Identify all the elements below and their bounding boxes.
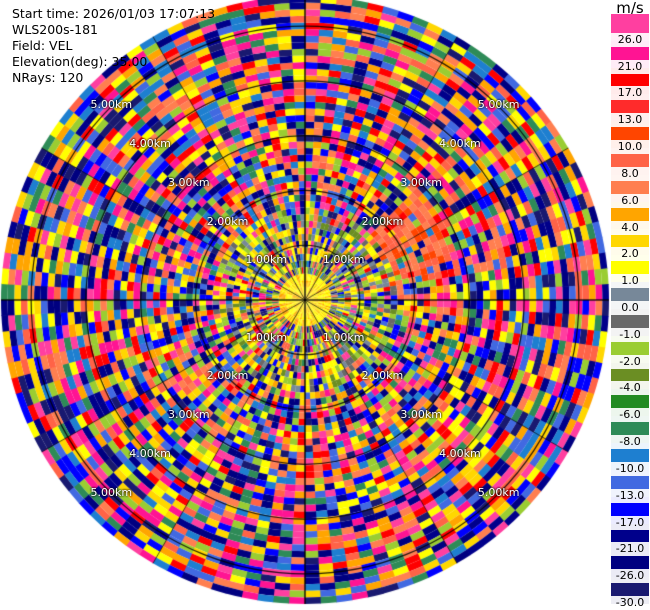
colorbar-tick-label: 26.0 xyxy=(611,32,649,47)
range-ring-label: 3.00km xyxy=(400,175,442,189)
range-ring-label: 3.00km xyxy=(168,175,210,189)
range-ring-label: 2.00km xyxy=(206,214,249,228)
range-ring-label: 1.00km xyxy=(245,253,288,267)
colorbar: 26.0 21.0 17.0 13.0 10.0 8.0 6.0 4.0 2.0 1.0 0.0 -1… xyxy=(611,14,649,610)
range-ring-label: 3.00km xyxy=(168,408,210,422)
colorbar-tick-label: -30.0 xyxy=(611,596,649,610)
start-time-label: Start time: 2026/01/03 17:07:13 xyxy=(12,6,216,21)
range-ring-label: 3.00km xyxy=(400,408,442,422)
instrument-label: WLS200s-181 xyxy=(12,22,98,37)
range-ring-label: 1.00km xyxy=(322,253,365,267)
colorbar-tick-label: -10.0 xyxy=(611,461,649,476)
colorbar-tick-label: -8.0 xyxy=(611,435,649,450)
colorbar-tick-label: 1.0 xyxy=(611,274,649,289)
range-ring-label: 5.00km xyxy=(477,98,520,112)
range-ring-label: 2.00km xyxy=(361,369,404,383)
range-ring-label: 2.00km xyxy=(361,214,404,228)
colorbar-tick-label: -21.0 xyxy=(611,542,649,557)
range-ring-label: 5.00km xyxy=(90,485,133,499)
colorbar-tick-label: 17.0 xyxy=(611,86,649,101)
range-ring-label: 1.00km xyxy=(322,330,365,344)
colorbar-tick-label: -13.0 xyxy=(611,488,649,503)
colorbar-tick-label: 13.0 xyxy=(611,113,649,128)
colorbar-tick-label: 0.0 xyxy=(611,301,649,315)
range-ring-label: 1.00km xyxy=(245,330,288,344)
range-ring-label: 5.00km xyxy=(477,485,520,499)
range-ring-label: 5.00km xyxy=(90,98,133,112)
elevation-label: Elevation(deg): 35.00 xyxy=(12,54,148,69)
colorbar-tick-label: 6.0 xyxy=(611,193,649,208)
colorbar-tick-label: -6.0 xyxy=(611,408,649,423)
colorbar-tick-label: -4.0 xyxy=(611,381,649,396)
colorbar-tick-label: -1.0 xyxy=(611,327,649,342)
colorbar-tick-label: 2.0 xyxy=(611,247,649,262)
nrays-label: NRays: 120 xyxy=(12,70,84,85)
range-ring-label: 4.00km xyxy=(439,446,481,460)
range-ring-label: 4.00km xyxy=(439,137,481,151)
colorbar-tick-label: 21.0 xyxy=(611,59,649,74)
field-label: Field: VEL xyxy=(12,38,73,53)
colorbar-tick-label: 8.0 xyxy=(611,166,649,181)
colorbar-tick-label: -17.0 xyxy=(611,515,649,530)
range-ring-label: 2.00km xyxy=(206,369,249,383)
colorbar-unit: m/s xyxy=(616,0,644,17)
scan-info: Start time: 2026/01/03 17:07:13 WLS200s-… xyxy=(12,6,215,86)
colorbar-tick-label: -26.0 xyxy=(611,569,649,584)
colorbar-tick-label: -2.0 xyxy=(611,354,649,369)
colorbar-tick-label: 10.0 xyxy=(611,140,649,155)
range-ring-label: 4.00km xyxy=(129,137,171,151)
range-ring-label: 4.00km xyxy=(129,446,171,460)
colorbar-tick-label: 4.0 xyxy=(611,220,649,235)
